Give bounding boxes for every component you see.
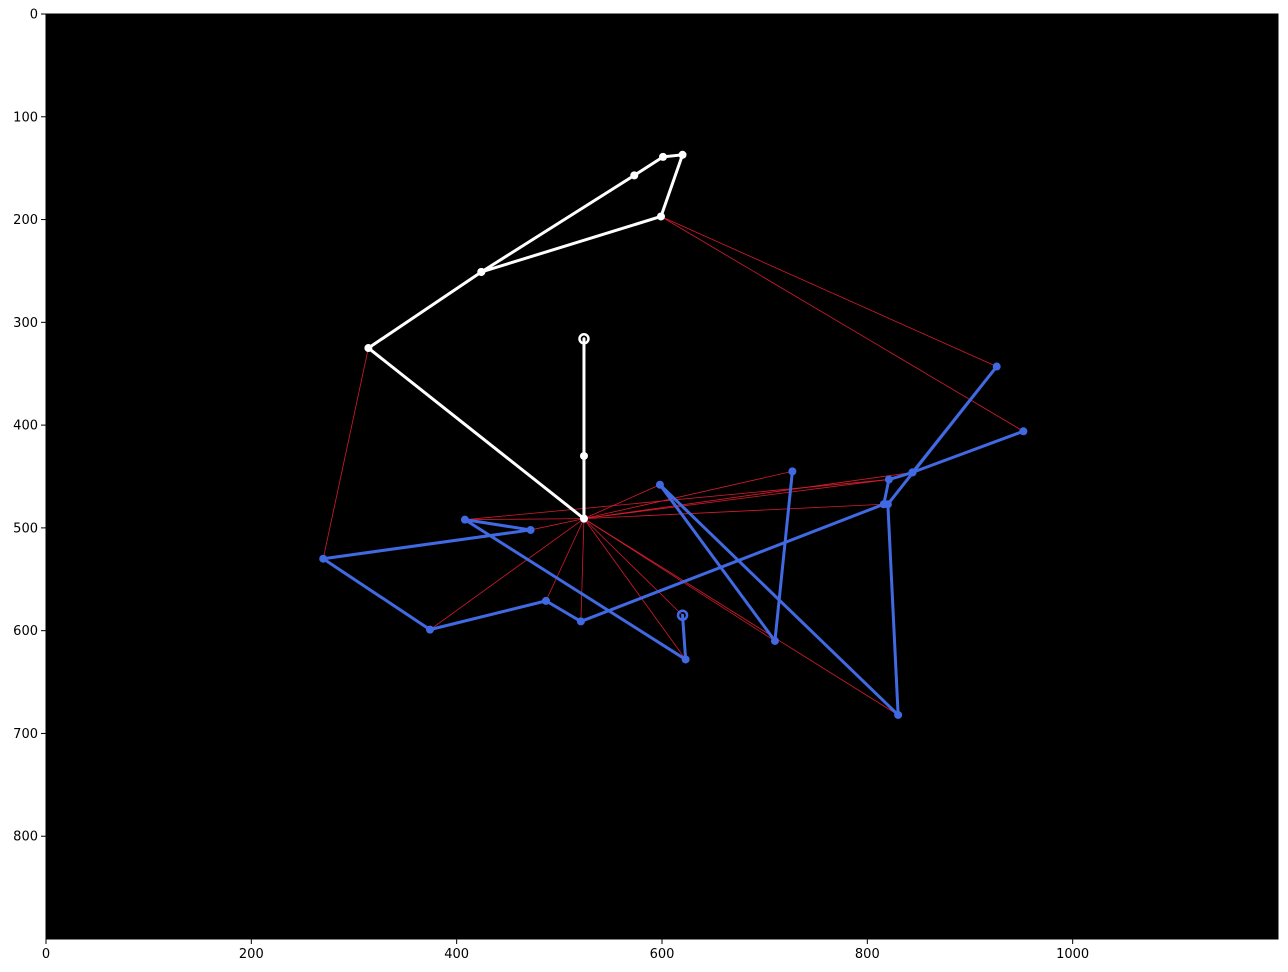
data-point — [655, 480, 664, 489]
data-point — [460, 515, 469, 524]
link-line — [660, 216, 1024, 432]
data-point — [576, 617, 585, 626]
data-point — [681, 655, 690, 664]
x-tick-label: 200 — [239, 947, 264, 962]
data-point — [579, 451, 588, 460]
y-tick-label: 500 — [13, 521, 38, 536]
x-tick-label: 400 — [444, 947, 469, 962]
x-tick-label: 800 — [855, 947, 880, 962]
data-point — [526, 525, 535, 534]
link-line — [583, 484, 661, 520]
x-tick-label: 600 — [650, 947, 675, 962]
link-line — [580, 518, 585, 622]
data-point — [364, 344, 373, 353]
series-layer — [319, 150, 1028, 719]
start-marker — [578, 333, 590, 345]
data-point — [579, 514, 588, 523]
data-point — [894, 710, 903, 719]
link-line — [583, 518, 899, 716]
link-line — [583, 479, 888, 520]
data-point — [656, 212, 665, 221]
data-point — [425, 625, 434, 634]
plot-area — [46, 14, 1278, 939]
y-tick-label: 200 — [13, 213, 38, 228]
link-line — [583, 518, 776, 642]
data-point — [659, 152, 668, 161]
data-point — [678, 150, 687, 159]
data-point — [908, 468, 917, 477]
link-line — [583, 470, 793, 520]
y-tick-label: 700 — [13, 727, 38, 742]
data-point — [319, 554, 328, 563]
link-line — [464, 518, 584, 521]
data-point — [884, 475, 893, 484]
start-marker — [676, 609, 689, 621]
series-line — [366, 153, 685, 521]
series-0 — [364, 150, 687, 523]
link-line — [545, 518, 585, 602]
data-point — [477, 267, 486, 276]
link-line — [429, 518, 585, 630]
y-tick-label: 0 — [30, 8, 38, 23]
data-point — [788, 467, 797, 476]
y-tick-label: 100 — [13, 110, 38, 125]
link-line — [583, 471, 913, 520]
data-point — [1019, 427, 1028, 436]
data-point — [770, 636, 779, 645]
x-axis: 0 200 400 600 800 1000 — [42, 939, 1089, 962]
data-point — [630, 171, 639, 180]
data-point — [992, 362, 1001, 371]
link-line — [583, 518, 686, 660]
y-tick-label: 300 — [13, 316, 38, 331]
x-tick-label: 1000 — [1056, 947, 1089, 962]
y-axis: 0 100 200 300 400 500 600 700 800 — [13, 8, 46, 845]
series-1 — [319, 362, 1028, 719]
y-tick-label: 600 — [13, 624, 38, 639]
link-line — [583, 503, 884, 520]
data-point — [883, 500, 892, 509]
link-line — [583, 518, 683, 616]
link-line — [660, 216, 997, 367]
x-tick-label: 0 — [42, 947, 50, 962]
link-line — [530, 518, 585, 531]
data-point — [541, 596, 550, 605]
link-line — [322, 347, 369, 559]
y-tick-label: 400 — [13, 419, 38, 434]
y-tick-label: 800 — [13, 830, 38, 845]
